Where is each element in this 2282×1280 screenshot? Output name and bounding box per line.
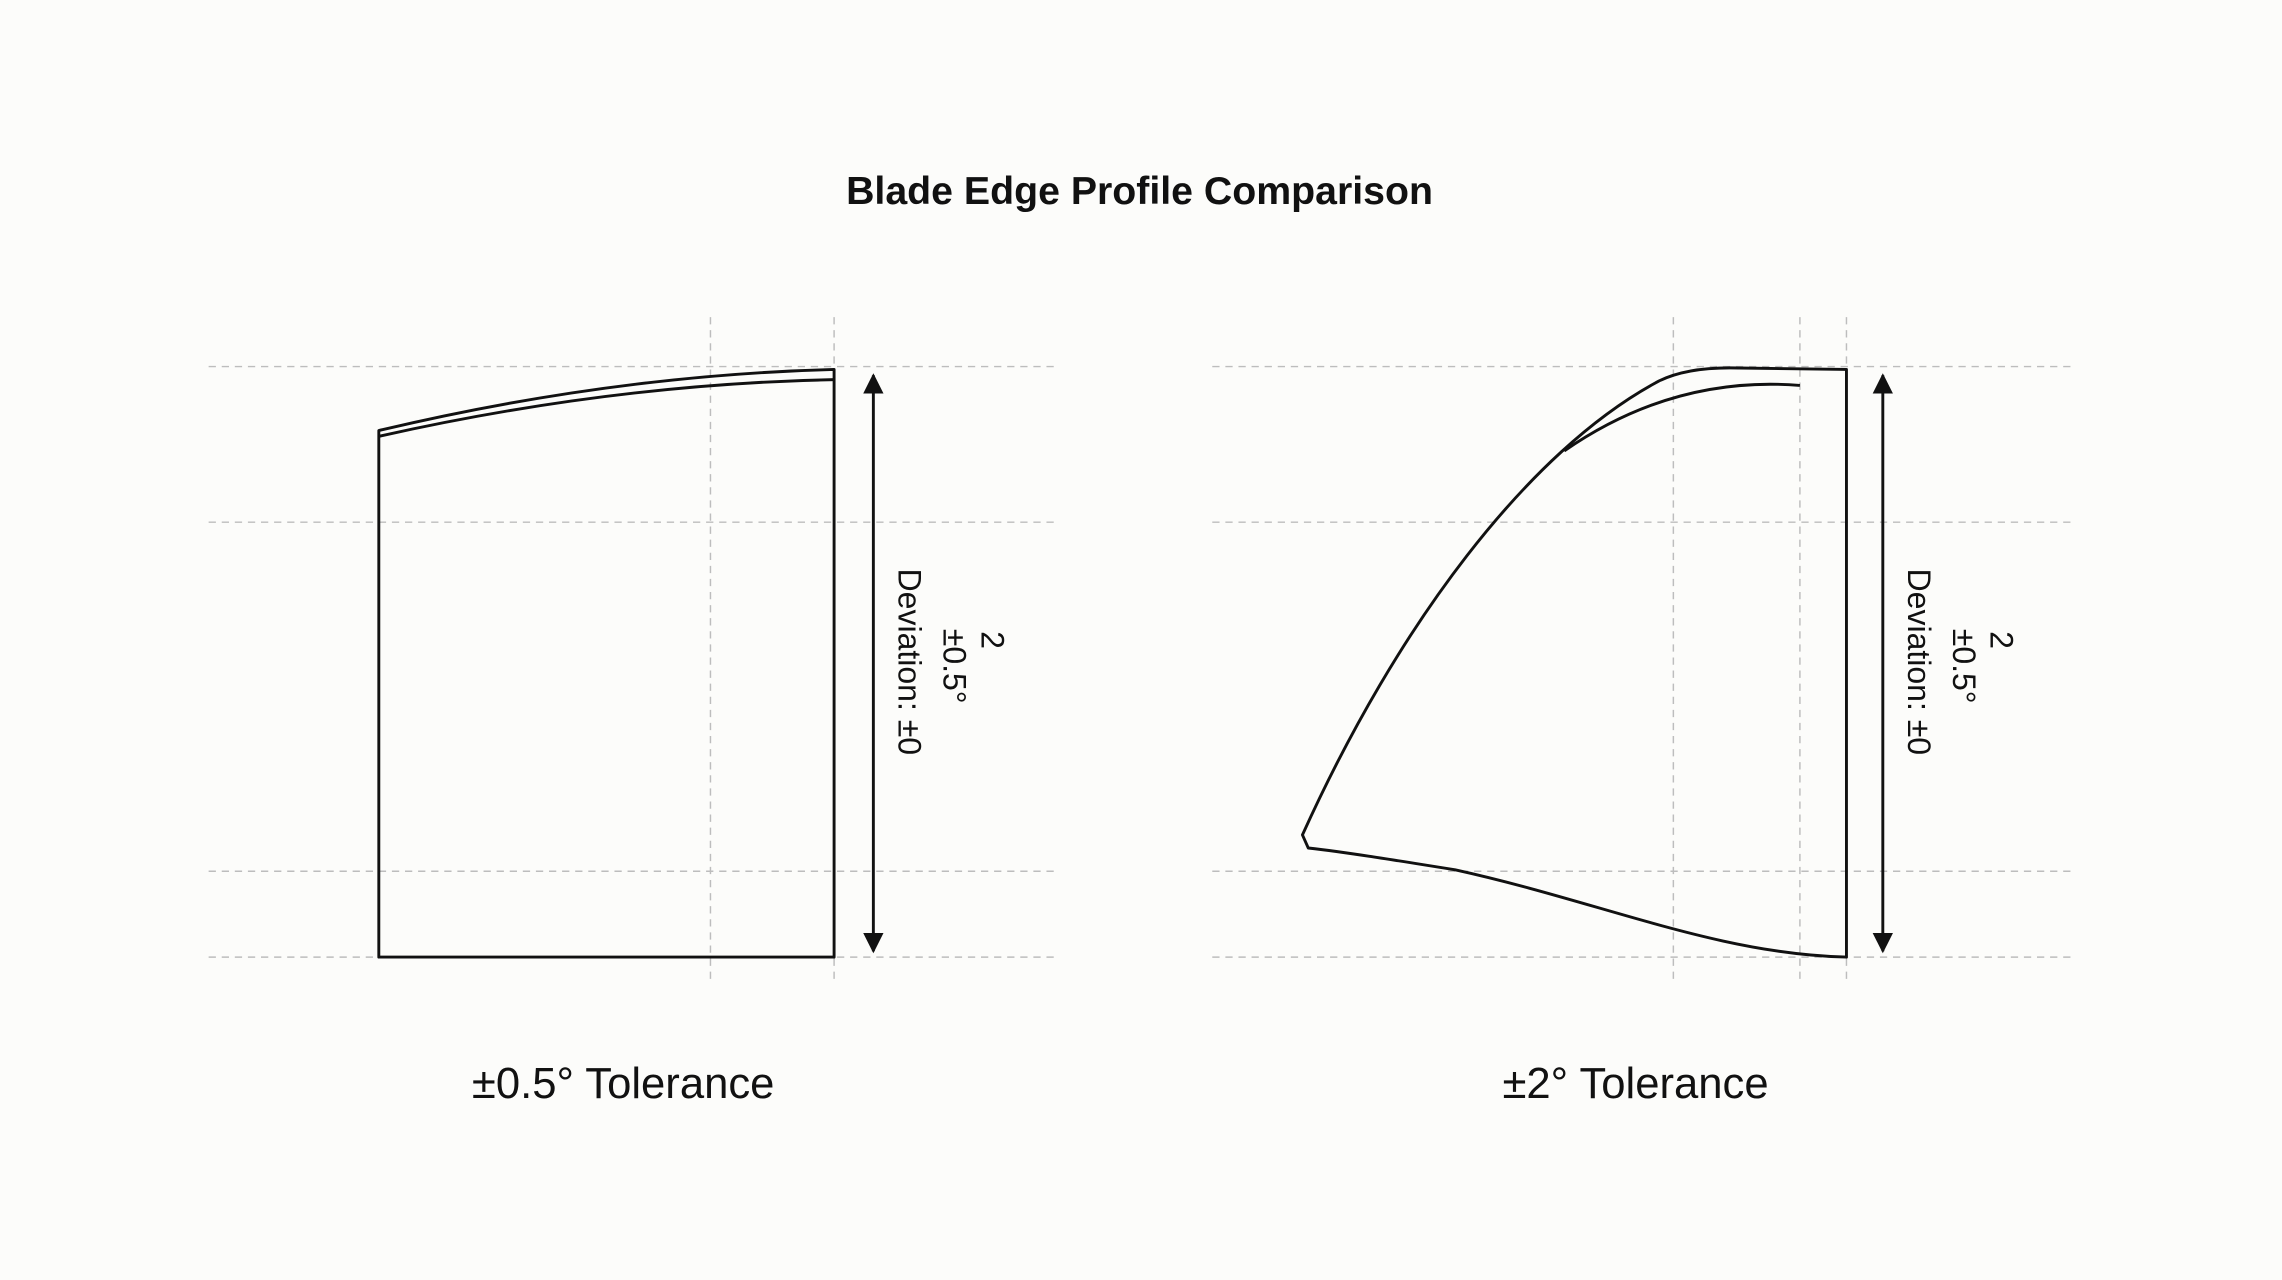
- dimension-text: ±0.5°: [936, 629, 972, 704]
- dimension-text: ±0.5°: [1946, 629, 1982, 704]
- dimension-text: 2: [1984, 631, 2020, 649]
- caption: ±0.5° Tolerance: [472, 1060, 775, 1108]
- edge-line: [1563, 382, 1801, 453]
- edge-line: [378, 378, 835, 438]
- panel-right: 2 ±0.5° Deviation: ±0 ±2° Tolerance: [1212, 317, 2074, 1108]
- blade-profile: [377, 368, 836, 959]
- title: Blade Edge Profile Comparison: [846, 169, 1433, 213]
- dimension-text: 2: [974, 631, 1010, 649]
- panel-left: 2 ±0.5° Deviation: ±0 ±0.5° Tolerance: [208, 317, 1059, 1108]
- dimension-text: Deviation: ±0: [891, 569, 927, 756]
- caption: ±2° Tolerance: [1502, 1060, 1768, 1108]
- blade-profile: [1301, 366, 1848, 959]
- dimension-text: Deviation: ±0: [1901, 569, 1937, 756]
